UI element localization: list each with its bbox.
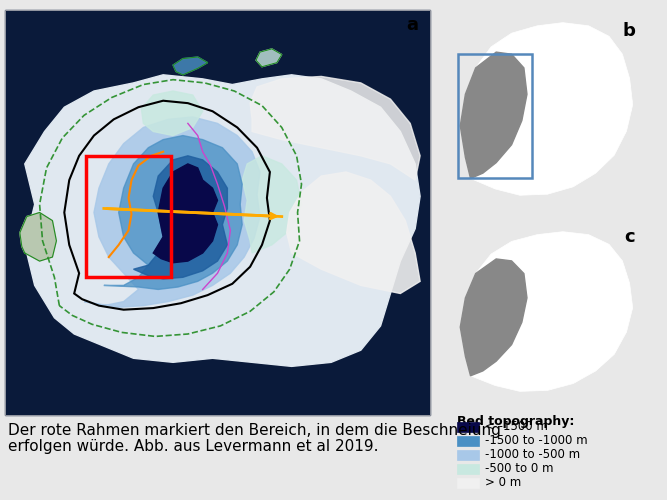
Polygon shape	[173, 57, 207, 75]
Text: Der rote Rahmen markiert den Bereich, in dem die Beschneiung: Der rote Rahmen markiert den Bereich, in…	[8, 423, 501, 438]
Polygon shape	[250, 76, 420, 180]
Bar	[450, 10, 645, 210]
Polygon shape	[460, 52, 527, 178]
Polygon shape	[133, 156, 227, 279]
Polygon shape	[84, 117, 260, 308]
Polygon shape	[460, 22, 633, 196]
Polygon shape	[141, 91, 203, 136]
Bar	[86, 156, 171, 278]
Bar	[458, 54, 532, 178]
Polygon shape	[104, 136, 242, 290]
Polygon shape	[20, 212, 57, 261]
Polygon shape	[242, 156, 301, 253]
Text: Bed topography:: Bed topography:	[457, 415, 574, 428]
Text: c: c	[624, 228, 635, 246]
Bar	[450, 220, 645, 405]
Bar	[5, 10, 430, 415]
Bar	[457, 464, 479, 474]
Polygon shape	[287, 172, 420, 294]
Polygon shape	[153, 164, 217, 262]
Text: a: a	[406, 16, 418, 34]
Bar	[457, 450, 479, 460]
Bar	[457, 422, 479, 432]
Polygon shape	[460, 232, 633, 392]
Polygon shape	[460, 259, 527, 376]
Text: < -1500 m: < -1500 m	[485, 420, 548, 434]
Bar	[5, 10, 430, 415]
Polygon shape	[25, 75, 420, 366]
Bar	[457, 436, 479, 446]
Text: -500 to 0 m: -500 to 0 m	[485, 462, 554, 475]
Text: erfolgen würde. Abb. aus Levermann et al 2019.: erfolgen würde. Abb. aus Levermann et al…	[8, 439, 378, 454]
Text: -1000 to -500 m: -1000 to -500 m	[485, 448, 580, 462]
Bar	[457, 478, 479, 488]
Text: b: b	[622, 22, 635, 40]
Text: > 0 m: > 0 m	[485, 476, 521, 490]
Polygon shape	[256, 49, 281, 66]
Text: -1500 to -1000 m: -1500 to -1000 m	[485, 434, 588, 448]
